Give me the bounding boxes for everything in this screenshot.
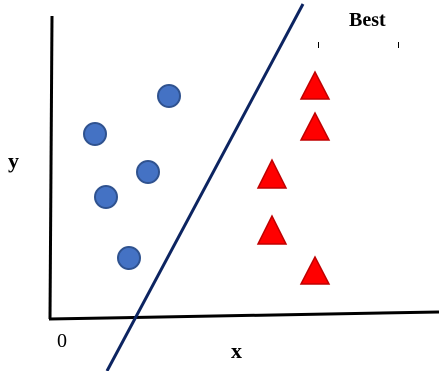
x-axis [48,310,439,321]
class-b-point [299,111,331,141]
class-a-point [83,122,107,146]
class-b-point [256,214,288,245]
class-b-point [256,158,288,189]
class-a-point [157,84,181,108]
class-a-circles [83,84,181,270]
decision-boundary-line [105,3,305,371]
x-axis-label: x [231,338,242,363]
origin-label: 0 [57,330,67,352]
class-a-point [94,185,118,209]
class-b-triangles [256,70,331,285]
class-a-point [136,160,160,184]
title-tick-left [318,42,319,48]
y-axis-label: y [8,148,19,173]
class-b-point [299,70,331,100]
title-tick-right [398,42,399,48]
diagram-title: Best [349,9,386,31]
class-b-point [299,255,331,285]
class-a-point [117,246,141,270]
y-axis [48,15,54,320]
